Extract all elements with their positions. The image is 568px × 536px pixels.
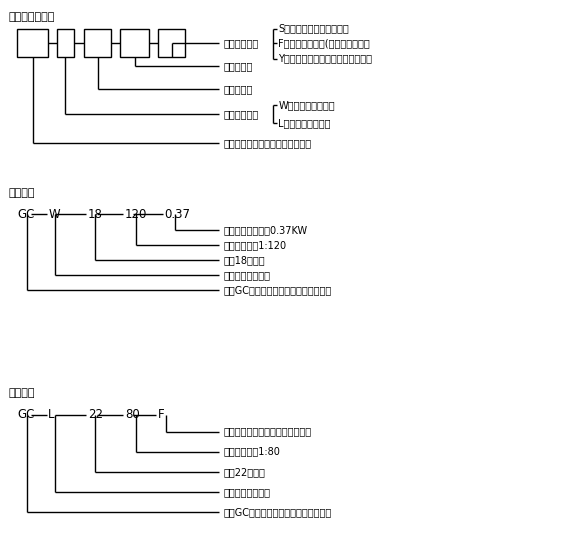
Text: L表示立式法兰安装: L表示立式法兰安装 [278, 118, 331, 128]
Text: 表示立式法兰安装: 表示立式法兰安装 [223, 487, 270, 497]
Text: S表示轴输入（即双轴型）: S表示轴输入（即双轴型） [278, 24, 349, 34]
Text: F表示配连接法兰(用户自配电机）: F表示配连接法兰(用户自配电机） [278, 38, 370, 48]
Text: 120: 120 [125, 208, 147, 221]
Text: 表示配连接法兰（用户自配电机）: 表示配连接法兰（用户自配电机） [223, 427, 311, 437]
Bar [120, 28, 149, 57]
Text: 表示22机型号: 表示22机型号 [223, 467, 265, 477]
Text: GC: GC [17, 408, 35, 421]
Text: 18: 18 [88, 208, 103, 221]
Text: F: F [158, 408, 165, 421]
Text: 表示卧式底脚安装: 表示卧式底脚安装 [223, 270, 270, 280]
Bar [57, 28, 74, 57]
Bar [84, 28, 111, 57]
Text: 表示GC系列（铝合金外壳）斜齿减速器: 表示GC系列（铝合金外壳）斜齿减速器 [223, 507, 332, 517]
Text: 表示减速比: 表示减速比 [223, 61, 253, 71]
Bar [158, 28, 185, 57]
Text: Y表示配电机并表明电机功率与极数: Y表示配电机并表明电机功率与极数 [278, 54, 372, 64]
Text: L: L [48, 408, 55, 421]
Text: 表示安装方式: 表示安装方式 [223, 109, 258, 120]
Text: W表示卧式底脚安装: W表示卧式底脚安装 [278, 100, 335, 110]
Text: 机型表示方法：: 机型表示方法： [9, 12, 55, 22]
Text: GC: GC [17, 208, 35, 221]
Text: 本系列减速器代号（铝合金外壳）: 本系列减速器代号（铝合金外壳） [223, 138, 311, 148]
Bar [17, 28, 48, 57]
Text: 表示18机型号: 表示18机型号 [223, 255, 265, 265]
Text: 表示减速比为1:80: 表示减速比为1:80 [223, 446, 280, 457]
Text: 0.37: 0.37 [165, 208, 191, 221]
Text: W: W [48, 208, 60, 221]
Text: 表示机型号: 表示机型号 [223, 84, 253, 94]
Text: 表示输入方式: 表示输入方式 [223, 38, 258, 48]
Text: 表示带电机功率为0.37KW: 表示带电机功率为0.37KW [223, 225, 307, 235]
Text: 示例一：: 示例一： [9, 188, 35, 198]
Text: 表示减速比为1:120: 表示减速比为1:120 [223, 240, 286, 250]
Text: 表示GC系列（铝合金外壳）斜齿减速器: 表示GC系列（铝合金外壳）斜齿减速器 [223, 285, 332, 295]
Text: 22: 22 [88, 408, 103, 421]
Text: 示例二：: 示例二： [9, 388, 35, 398]
Text: 80: 80 [125, 408, 140, 421]
